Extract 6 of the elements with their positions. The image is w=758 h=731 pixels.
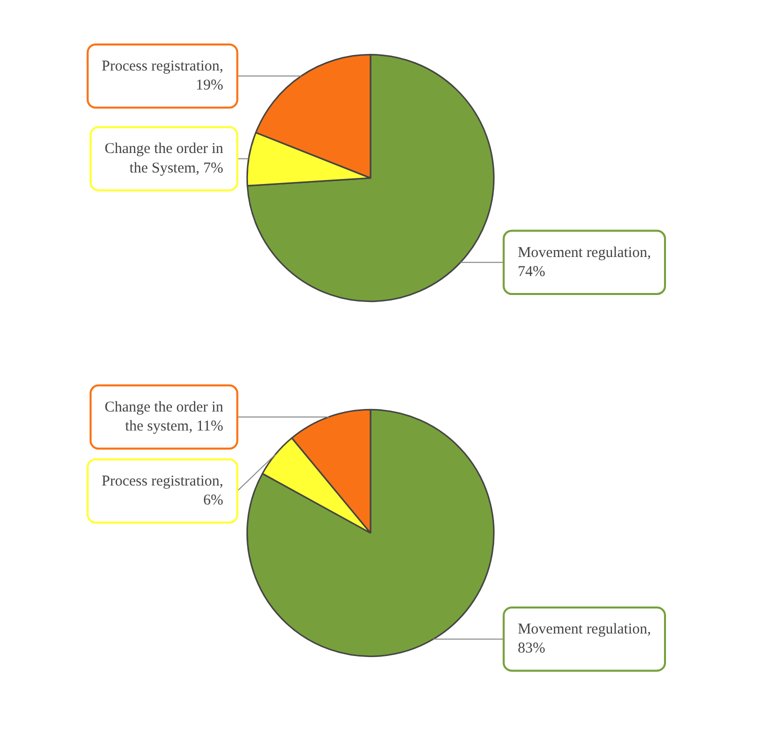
slice-label: Change the order in the System, 7% [104, 141, 224, 176]
slice-label: Change the order in the system, 11% [104, 399, 224, 435]
slice-label: Movement regulation, 83% [518, 622, 652, 657]
slice-label: Movement regulation, 74% [518, 244, 652, 280]
slice-label: Process registration, 6% [102, 473, 224, 509]
slice-label: Process registration, 19% [102, 58, 224, 94]
